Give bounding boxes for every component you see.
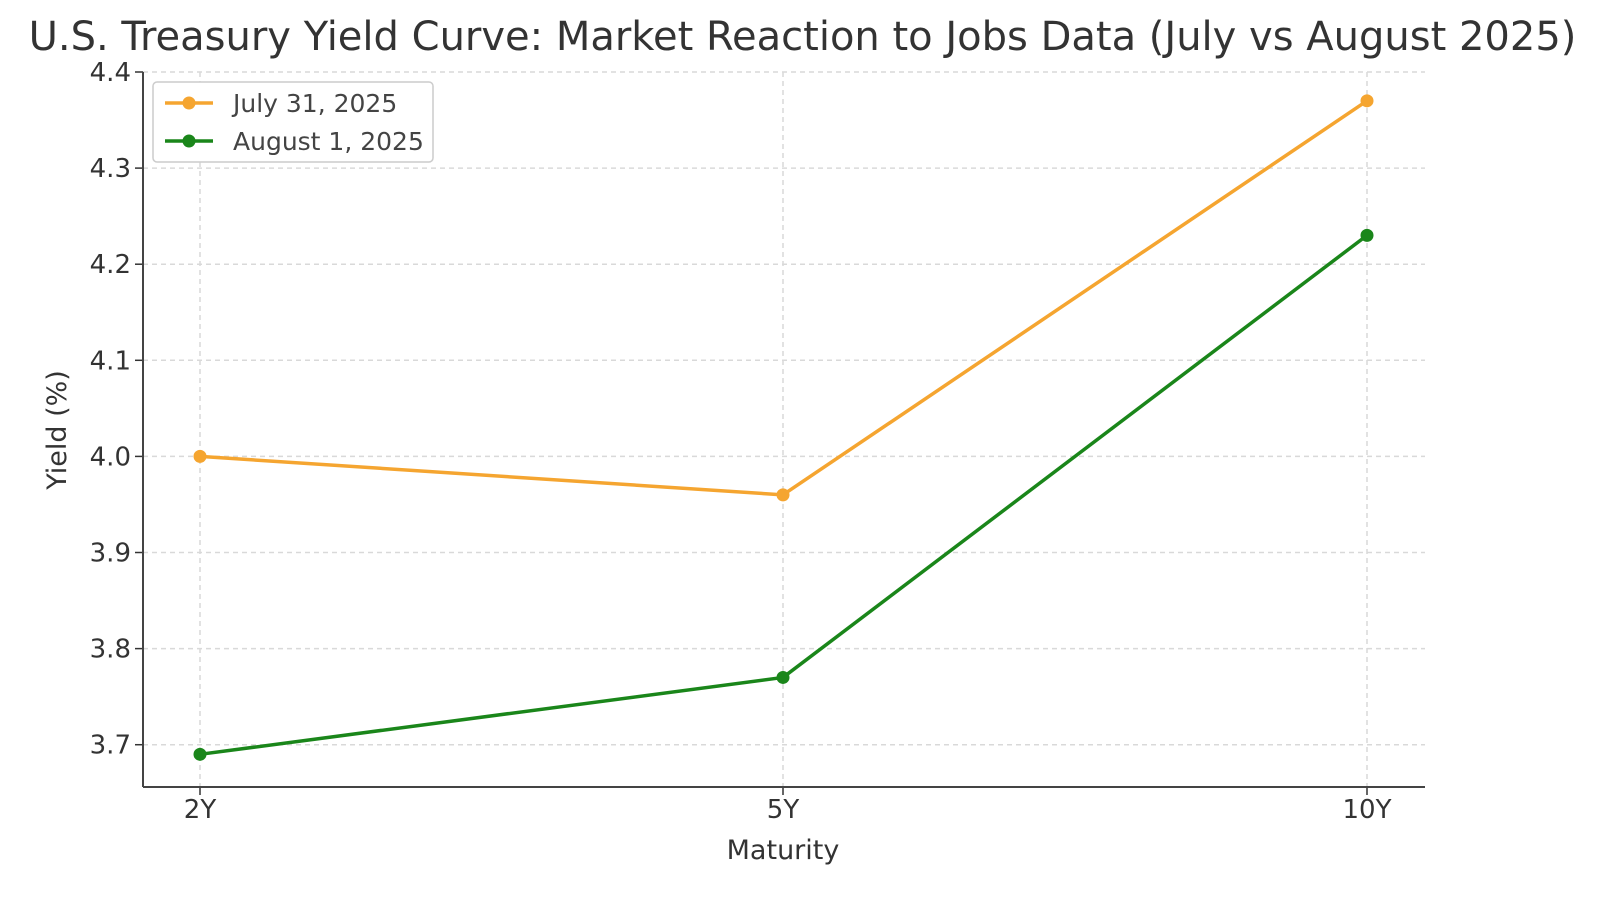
y-tick-label: 4.4 — [90, 58, 131, 88]
y-tick-label: 4.3 — [90, 154, 131, 184]
y-tick-label: 4.2 — [90, 250, 131, 280]
series-lines — [193, 94, 1374, 761]
legend-marker — [182, 96, 196, 110]
data-point — [1360, 228, 1374, 242]
axes — [135, 71, 1425, 795]
chart-title: U.S. Treasury Yield Curve: Market Reacti… — [28, 14, 1577, 60]
legend: July 31, 2025 August 1, 2025 — [152, 81, 434, 163]
y-tick-label: 3.8 — [90, 635, 131, 665]
y-tick-label: 3.9 — [90, 539, 131, 569]
legend-marker — [182, 134, 196, 148]
y-tick-label: 4.0 — [90, 442, 131, 472]
grid-lines — [143, 71, 1425, 787]
x-axis-label: Maturity — [727, 835, 840, 866]
legend-box — [152, 81, 434, 163]
legend-label: August 1, 2025 — [233, 127, 424, 156]
tick-labels: 3.7 3.8 3.9 4.0 4.1 4.2 4.3 4.4 2Y 5Y 10Y — [90, 58, 1392, 825]
data-point — [776, 670, 790, 684]
y-tick-label: 4.1 — [90, 346, 131, 376]
x-tick-label: 5Y — [767, 795, 800, 825]
data-point — [193, 449, 207, 463]
y-axis-label: Yield (%) — [42, 370, 73, 491]
legend-label: July 31, 2025 — [231, 89, 397, 118]
y-tick-label: 3.7 — [90, 731, 131, 761]
x-tick-label: 10Y — [1343, 795, 1392, 825]
data-point — [1360, 94, 1374, 108]
data-point — [193, 747, 207, 761]
data-point — [776, 488, 790, 502]
x-tick-label: 2Y — [184, 795, 217, 825]
